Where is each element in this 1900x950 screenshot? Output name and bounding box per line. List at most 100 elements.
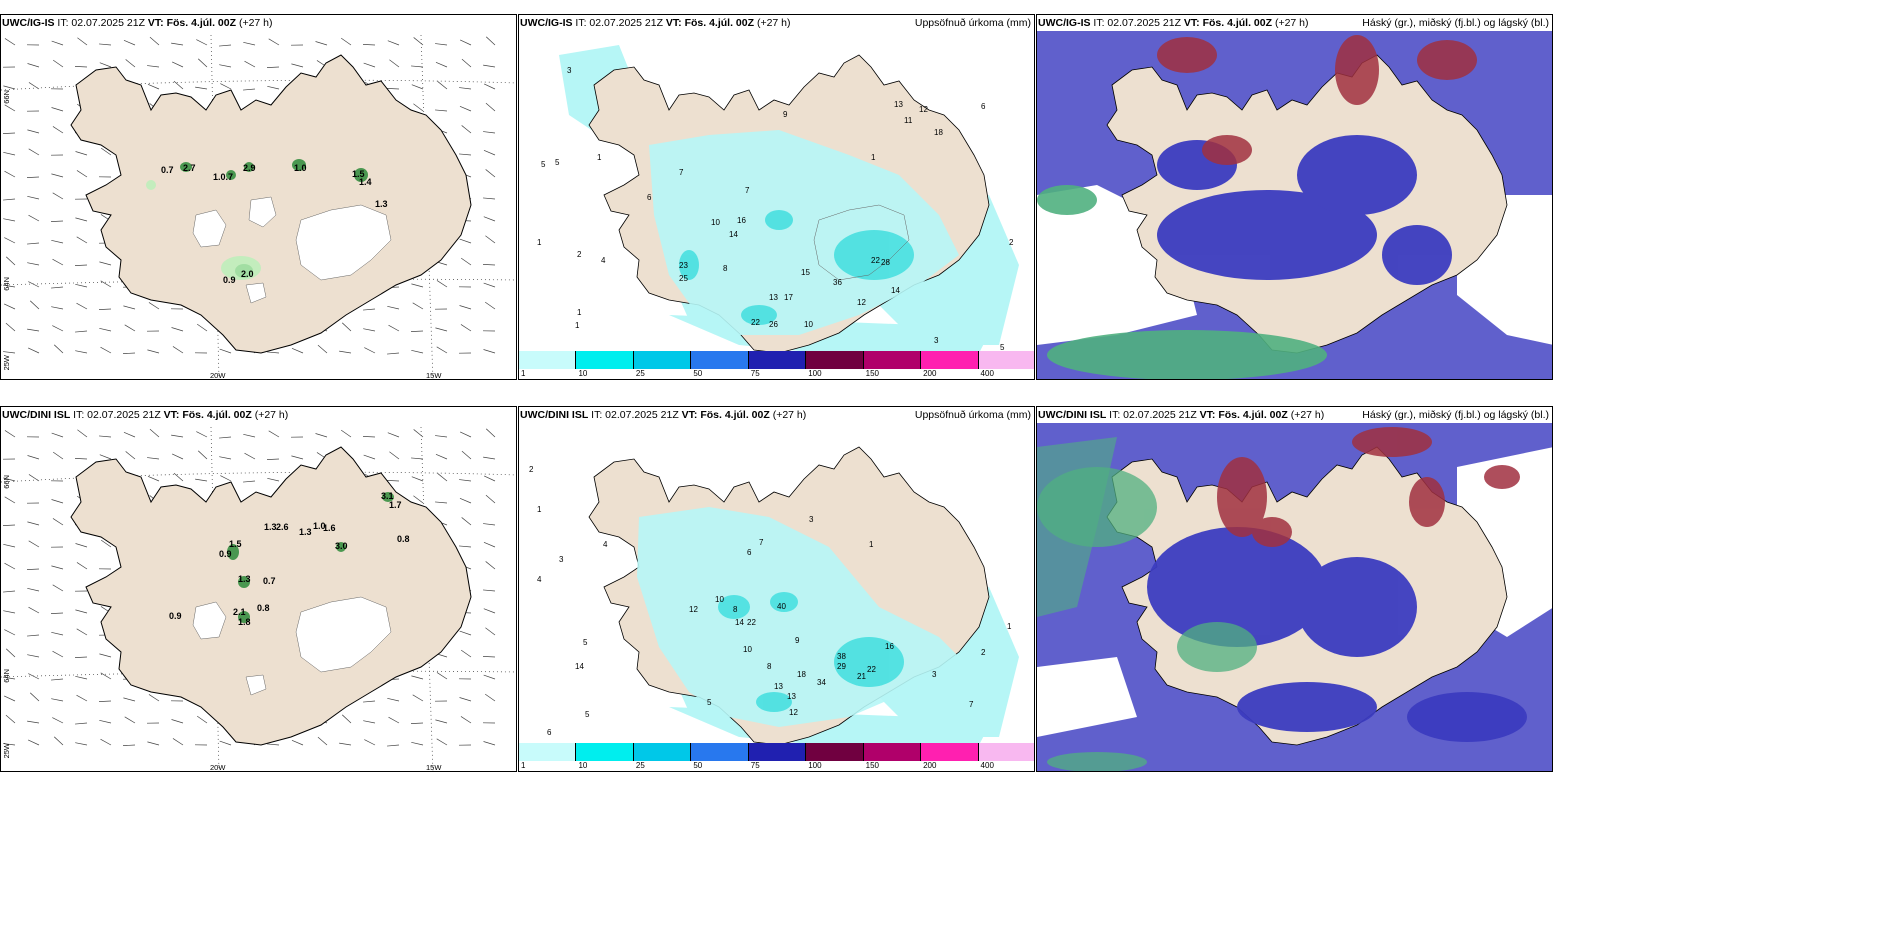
lead-time: (+27 h) (1274, 17, 1309, 29)
wind-barb (411, 65, 424, 68)
wind-barb (100, 147, 112, 156)
wind-barb (483, 131, 496, 134)
wind-barb (53, 344, 64, 354)
lat-label: 66N (2, 475, 11, 489)
wind-barb (52, 59, 64, 68)
precip-value: 7 (759, 538, 764, 547)
lead-time: (+27 h) (772, 409, 807, 421)
wind-barb (219, 44, 232, 47)
wind-barb (76, 236, 88, 244)
precip-labels: 3 1 5 5 7 1 1 2 4 9 13 11 12 18 23 25 15… (537, 66, 1014, 352)
precip-value: 38 (837, 652, 846, 661)
wind-barb (459, 153, 472, 156)
colorbar-cell (691, 743, 749, 761)
wind-barb (99, 435, 112, 438)
wind-map: 1.5 0.9 1.3 0.7 0.8 2.1 1.8 0.9 1.3 2.6 … (1, 426, 516, 771)
precip-value: 2 (529, 465, 534, 474)
precip-value: 1.5 (229, 539, 242, 549)
wind-barb (75, 217, 88, 222)
precip-value: 6 (647, 193, 652, 202)
valid-time: VT: Fös. 4.júl. 00Z (665, 17, 755, 29)
wind-barb (413, 429, 424, 438)
precip-value: 10 (743, 645, 752, 654)
wind-barb (124, 324, 136, 332)
wind-barb (27, 587, 40, 592)
wind-barb (4, 237, 16, 244)
lead-time: (+27 h) (1290, 409, 1325, 421)
wind-barb (2, 132, 16, 134)
wind-barb (171, 61, 184, 68)
wind-barb (52, 717, 64, 724)
wind-barb (77, 37, 88, 46)
lon-label: 15W (426, 371, 442, 380)
lead-time: (+27 h) (238, 17, 273, 29)
wind-barb (268, 430, 280, 438)
colorbar-label: 100 (808, 761, 822, 770)
colorbar-cell (748, 743, 807, 761)
wind-barb (435, 719, 448, 724)
wind-barb (268, 38, 280, 46)
wind-barb (363, 328, 376, 332)
panel-title: Háský (gr.), miðský (fj.bl.) og lágský (… (1362, 409, 1549, 421)
precip-value: 3 (932, 670, 937, 679)
panel-dini-wind: UWC/DINI ISL IT: 02.07.2025 21Z VT: Fös.… (0, 406, 517, 772)
wind-barb (29, 300, 40, 310)
wind-barb (4, 629, 16, 636)
panel-header: UWC/DINI ISL IT: 02.07.2025 21Z VT: Fös.… (519, 407, 1034, 423)
wind-barb (244, 452, 256, 460)
wind-barb (100, 539, 112, 548)
wind-barb (51, 40, 64, 46)
wind-barb (411, 476, 424, 482)
wind-barb (483, 349, 496, 354)
wind-barb (412, 694, 424, 702)
wind-barb (483, 741, 496, 746)
wind-map: 0.7 2.7 1.0.7 2.9 1.0 1.5 1.4 1.3 0.9 2.… (1, 34, 516, 379)
wind-barb (196, 39, 208, 46)
wind-barb (243, 433, 256, 438)
wind-barb (171, 42, 184, 46)
precip-value: 9 (795, 636, 800, 645)
wind-barb (27, 720, 40, 724)
wind-barb (3, 543, 16, 548)
precip-value: 1.4 (359, 177, 372, 187)
wind-barb (291, 455, 304, 460)
wind-barb (28, 148, 40, 156)
init-time: IT: 02.07.2025 21Z (1093, 17, 1181, 29)
colorbar-label: 75 (750, 761, 760, 770)
wind-barb (459, 105, 472, 112)
precip-value: 1 (575, 321, 580, 330)
wind-barb (28, 82, 40, 90)
wind-barb (123, 39, 136, 46)
wind-barb (485, 428, 496, 438)
wind-barb (75, 330, 88, 333)
wind-barb (76, 302, 88, 310)
wind-barb (196, 323, 208, 332)
colorbar-cell (806, 351, 864, 369)
precip-value: 1 (869, 540, 874, 549)
wind-barb (412, 302, 424, 310)
precip-value: 14 (735, 618, 744, 627)
colorbar-label: 25 (635, 761, 645, 770)
wind-barb (123, 697, 136, 702)
precip-value: 5 (555, 158, 560, 167)
precip-value: 5 (541, 160, 546, 169)
wind-barb (75, 722, 88, 725)
precip-value: 25 (679, 274, 688, 283)
wind-barb (26, 568, 40, 570)
wind-barb (99, 261, 112, 266)
wind-barb (459, 545, 472, 548)
wind-barb (435, 327, 448, 332)
wind-barb (74, 264, 88, 266)
precip-map: 3 1 5 5 7 1 1 2 4 9 13 11 12 18 23 25 15… (537, 45, 1019, 353)
wind-barb (3, 151, 16, 156)
colorbar-label: 200 (923, 761, 937, 770)
wind-barb (267, 351, 280, 354)
wind-barb (317, 344, 328, 354)
colorbar-cell (691, 351, 749, 369)
colorbar-cell (633, 351, 692, 369)
wind-barb (76, 170, 88, 178)
wind-barb (459, 697, 472, 702)
wind-barb (52, 126, 64, 134)
wind-barb (388, 716, 400, 724)
wind-barb (52, 451, 64, 460)
